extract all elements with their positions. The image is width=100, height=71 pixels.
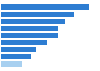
Bar: [1, 19, 65, 24]
Bar: [1, 4, 89, 10]
Bar: [1, 26, 58, 31]
Bar: [1, 61, 22, 67]
Bar: [1, 12, 74, 17]
Bar: [1, 33, 58, 38]
Bar: [1, 54, 31, 59]
Bar: [1, 40, 47, 45]
Bar: [1, 47, 36, 52]
